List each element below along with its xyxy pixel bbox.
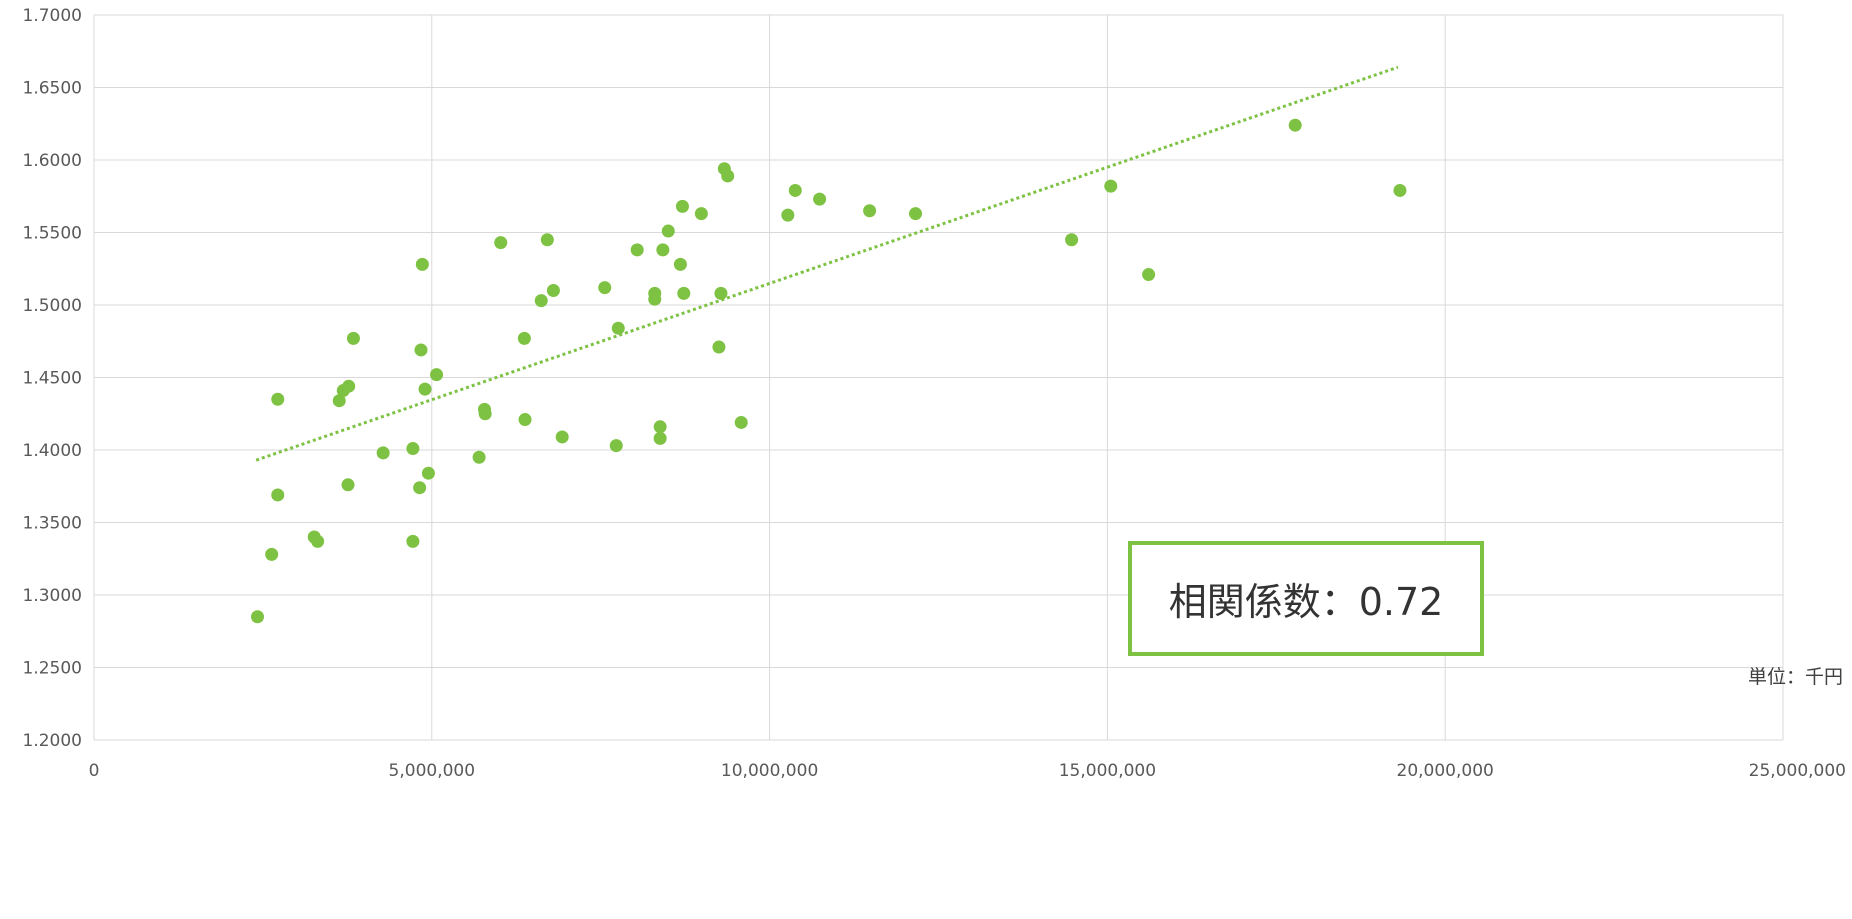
data-points [250, 118, 1407, 624]
data-point [406, 534, 420, 548]
gridlines [93, 14, 1784, 741]
data-point [518, 413, 532, 427]
y-tick-label: 1.5500 [23, 224, 82, 244]
y-tick-label: 1.5000 [23, 296, 82, 316]
data-point [863, 204, 877, 218]
data-point [1393, 183, 1407, 197]
x-tick-label: 15,000,000 [1059, 761, 1156, 781]
data-point [472, 450, 486, 464]
data-point [555, 430, 569, 444]
data-point [494, 236, 508, 250]
data-point [430, 368, 444, 382]
data-point [609, 439, 623, 453]
y-tick-label: 1.3000 [23, 586, 82, 606]
x-tick-label: 25,000,000 [1749, 761, 1846, 781]
data-point [540, 233, 554, 247]
data-point [648, 292, 662, 306]
data-point [721, 169, 735, 183]
data-point [1104, 179, 1118, 193]
data-point [406, 442, 420, 456]
x-tick-label: 10,000,000 [721, 761, 818, 781]
data-point [694, 207, 708, 221]
y-tick-label: 1.6500 [23, 79, 82, 99]
data-point [342, 379, 356, 393]
data-point [346, 331, 360, 345]
data-point [630, 243, 644, 257]
y-tick-label: 1.4000 [23, 441, 82, 461]
data-point [534, 294, 548, 308]
y-tick-label: 1.7000 [23, 6, 82, 26]
data-point [611, 321, 625, 335]
data-point [781, 208, 795, 222]
y-tick-label: 1.6000 [23, 151, 82, 171]
y-tick-label: 1.3500 [23, 514, 82, 534]
y-axis-ticks: 1.2000 1.2500 1.3000 1.3500 1.4000 1.4500 1.50… [23, 6, 82, 751]
data-point [714, 286, 728, 300]
data-point [673, 257, 687, 271]
y-tick-label: 1.2500 [23, 659, 82, 679]
x-tick-label: 20,000,000 [1397, 761, 1494, 781]
y-tick-label: 1.2000 [23, 731, 82, 751]
data-point [418, 382, 432, 396]
data-point [653, 431, 667, 445]
data-point [271, 392, 285, 406]
correlation-box: 相関係数：0.72 [1128, 541, 1484, 656]
x-tick-label: 0 [89, 761, 100, 781]
data-point [271, 488, 285, 502]
data-point [712, 340, 726, 354]
data-point [332, 394, 346, 408]
data-point [1065, 233, 1079, 247]
data-point [677, 286, 691, 300]
x-axis-ticks: 0 5,000,000 10,000,000 15,000,000 20,000,000… [89, 761, 1846, 781]
data-point [311, 534, 325, 548]
data-point [421, 466, 435, 480]
data-point [788, 183, 802, 197]
data-point [675, 199, 689, 213]
data-point [414, 343, 428, 357]
data-point [250, 610, 264, 624]
data-point [598, 281, 612, 295]
data-point [413, 481, 427, 495]
unit-label: 単位：千円 [1748, 666, 1843, 688]
data-point [376, 446, 390, 460]
data-point [1142, 268, 1156, 282]
data-point [415, 257, 429, 271]
data-point [813, 192, 827, 206]
y-tick-label: 1.4500 [23, 369, 82, 389]
data-point [653, 420, 667, 434]
data-point [661, 224, 675, 238]
data-point [265, 547, 279, 561]
data-point [734, 415, 748, 429]
correlation-label: 相関係数：0.72 [1168, 580, 1444, 624]
data-point [656, 243, 670, 257]
data-point [341, 478, 355, 492]
data-point [546, 284, 560, 297]
x-tick-label: 5,000,000 [389, 761, 476, 781]
data-point [1288, 118, 1302, 132]
data-point [517, 331, 531, 345]
data-point [478, 407, 492, 421]
data-point [909, 207, 923, 221]
